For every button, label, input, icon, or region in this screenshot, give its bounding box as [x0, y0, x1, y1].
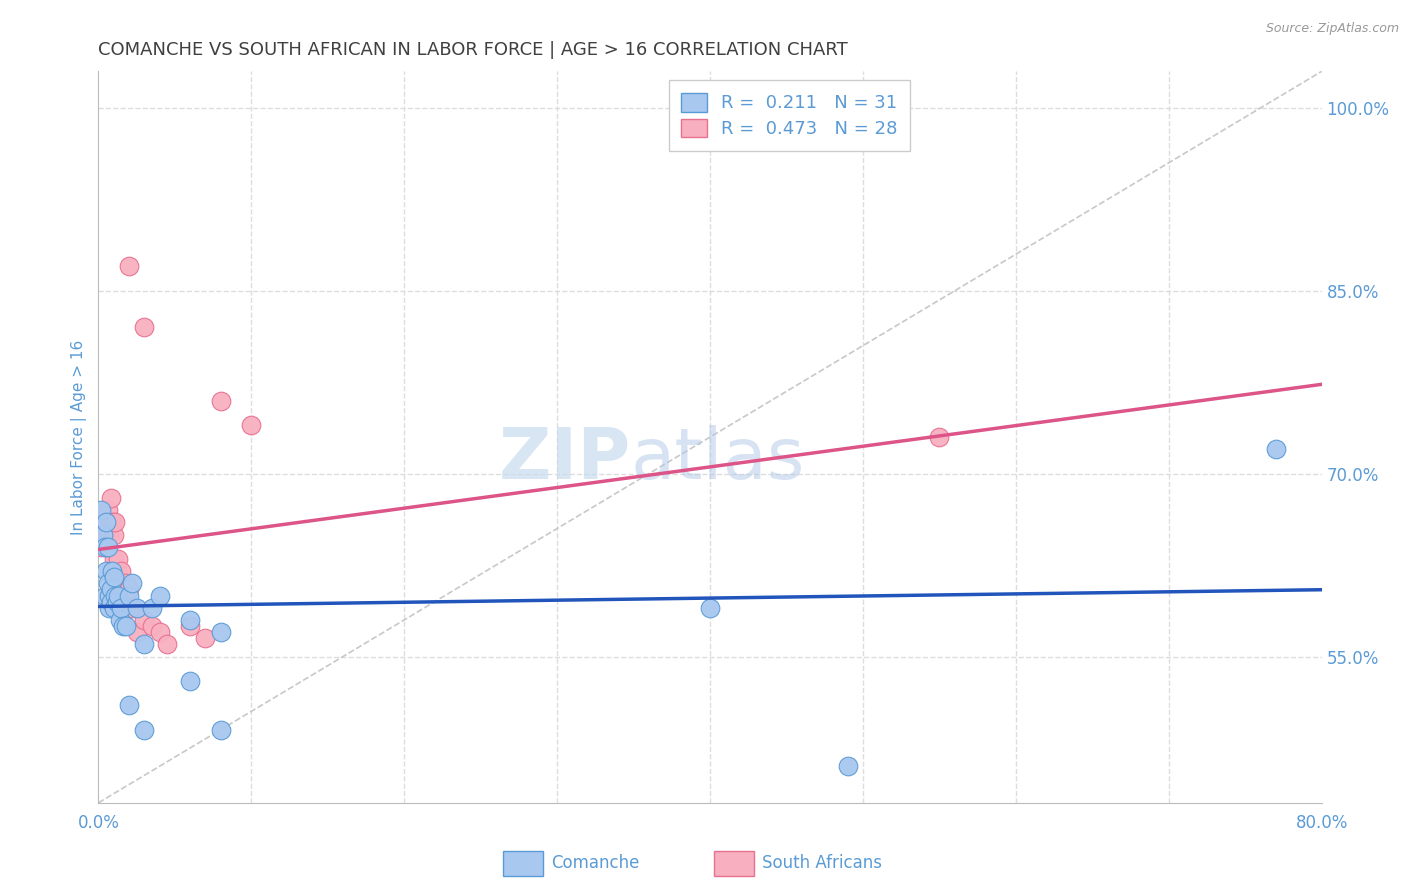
- Point: [209, 723, 232, 737]
- Point: [98, 600, 121, 615]
- Point: [134, 723, 156, 737]
- Point: [179, 613, 201, 627]
- Y-axis label: In Labor Force | Age > 16: In Labor Force | Age > 16: [70, 340, 87, 534]
- Point: [194, 632, 217, 646]
- Point: [100, 595, 122, 609]
- Point: [100, 491, 122, 505]
- Point: [179, 673, 201, 688]
- Point: [134, 320, 156, 334]
- Point: [134, 637, 156, 651]
- Point: [141, 619, 163, 633]
- Point: [94, 540, 117, 554]
- Point: [90, 540, 112, 554]
- Text: Source: ZipAtlas.com: Source: ZipAtlas.com: [1265, 22, 1399, 36]
- Point: [141, 600, 163, 615]
- Point: [699, 600, 721, 615]
- Point: [118, 698, 141, 713]
- Point: [115, 576, 138, 591]
- Point: [209, 393, 232, 408]
- Point: [110, 600, 132, 615]
- Point: [94, 564, 117, 578]
- Point: [103, 600, 125, 615]
- Point: [107, 589, 129, 603]
- Point: [149, 589, 172, 603]
- Point: [928, 430, 950, 444]
- Point: [94, 516, 117, 530]
- Point: [91, 527, 114, 541]
- Point: [97, 576, 120, 591]
- Point: [93, 589, 115, 603]
- Point: [104, 516, 127, 530]
- Point: [149, 625, 172, 640]
- Point: [103, 570, 125, 584]
- Point: [104, 589, 127, 603]
- Point: [156, 637, 179, 651]
- Point: [115, 619, 138, 633]
- Text: COMANCHE VS SOUTH AFRICAN IN LABOR FORCE | AGE > 16 CORRELATION CHART: COMANCHE VS SOUTH AFRICAN IN LABOR FORCE…: [98, 41, 848, 59]
- Point: [103, 552, 125, 566]
- Point: [105, 595, 128, 609]
- Point: [100, 582, 122, 597]
- Point: [118, 260, 141, 274]
- Point: [108, 613, 131, 627]
- Point: [121, 576, 143, 591]
- Point: [118, 589, 141, 603]
- Point: [101, 564, 124, 578]
- Point: [111, 619, 134, 633]
- Point: [134, 613, 156, 627]
- Point: [98, 527, 121, 541]
- Point: [101, 516, 124, 530]
- Point: [110, 564, 132, 578]
- Point: [111, 589, 134, 603]
- Point: [107, 552, 129, 566]
- Point: [97, 503, 120, 517]
- Legend: R =  0.211   N = 31, R =  0.473   N = 28: R = 0.211 N = 31, R = 0.473 N = 28: [669, 80, 910, 151]
- Point: [97, 540, 120, 554]
- Point: [98, 589, 121, 603]
- Point: [94, 516, 117, 530]
- Point: [91, 516, 114, 530]
- Point: [103, 527, 125, 541]
- Text: atlas: atlas: [630, 425, 804, 493]
- Point: [179, 619, 201, 633]
- Point: [93, 527, 115, 541]
- Text: ZIP: ZIP: [498, 425, 630, 493]
- Point: [125, 625, 148, 640]
- Point: [93, 540, 115, 554]
- Point: [105, 564, 128, 578]
- Text: South Africans: South Africans: [762, 855, 882, 872]
- Text: Comanche: Comanche: [551, 855, 640, 872]
- Point: [1264, 442, 1286, 457]
- Point: [125, 600, 148, 615]
- Point: [240, 417, 263, 432]
- Point: [837, 759, 859, 773]
- Point: [112, 600, 135, 615]
- Point: [209, 625, 232, 640]
- Point: [121, 600, 143, 615]
- Point: [118, 582, 141, 597]
- Point: [90, 503, 112, 517]
